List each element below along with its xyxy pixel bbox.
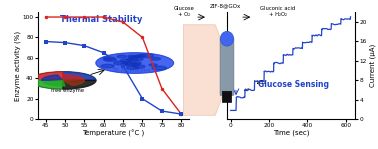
Wedge shape xyxy=(63,79,84,86)
Circle shape xyxy=(133,62,141,64)
Polygon shape xyxy=(183,25,232,115)
Wedge shape xyxy=(43,80,65,86)
Circle shape xyxy=(127,66,139,69)
Wedge shape xyxy=(30,80,63,89)
FancyBboxPatch shape xyxy=(222,91,232,103)
Circle shape xyxy=(104,58,116,61)
Circle shape xyxy=(96,53,174,73)
Wedge shape xyxy=(63,80,96,89)
Text: free enzyme: free enzyme xyxy=(51,88,85,93)
Circle shape xyxy=(101,64,114,68)
Wedge shape xyxy=(63,72,96,80)
Circle shape xyxy=(133,65,145,68)
Text: Gluconic acid
+ H₂O₂: Gluconic acid + H₂O₂ xyxy=(260,6,296,17)
Circle shape xyxy=(149,64,157,66)
Ellipse shape xyxy=(220,31,234,46)
X-axis label: Time (sec): Time (sec) xyxy=(273,130,309,136)
Circle shape xyxy=(132,63,140,65)
Circle shape xyxy=(128,55,136,57)
Circle shape xyxy=(133,55,142,58)
Wedge shape xyxy=(30,72,63,80)
Circle shape xyxy=(117,55,127,58)
Circle shape xyxy=(152,66,167,70)
Text: ZIF-8@enzyme: ZIF-8@enzyme xyxy=(112,68,151,73)
Text: ZIF-8@GOx: ZIF-8@GOx xyxy=(209,3,240,8)
Circle shape xyxy=(103,57,115,60)
Circle shape xyxy=(123,62,137,66)
Circle shape xyxy=(121,62,133,65)
Circle shape xyxy=(127,58,138,61)
Y-axis label: Enzyme activity (%): Enzyme activity (%) xyxy=(15,31,21,101)
Y-axis label: Current (μA): Current (μA) xyxy=(370,44,376,87)
Circle shape xyxy=(139,54,153,58)
Text: Thermal Stability: Thermal Stability xyxy=(60,15,143,24)
Circle shape xyxy=(114,61,128,65)
Text: Glucose
+ O₂: Glucose + O₂ xyxy=(174,6,195,17)
Circle shape xyxy=(129,57,143,61)
Text: H₂O₂: H₂O₂ xyxy=(244,80,266,91)
FancyBboxPatch shape xyxy=(220,38,234,95)
Circle shape xyxy=(136,55,146,57)
X-axis label: Temperature (°C ): Temperature (°C ) xyxy=(82,130,144,137)
Circle shape xyxy=(120,59,132,62)
Wedge shape xyxy=(42,75,63,80)
Wedge shape xyxy=(63,75,84,80)
Circle shape xyxy=(150,57,161,60)
Circle shape xyxy=(129,56,138,59)
Text: Glucose Sensing: Glucose Sensing xyxy=(258,80,329,89)
